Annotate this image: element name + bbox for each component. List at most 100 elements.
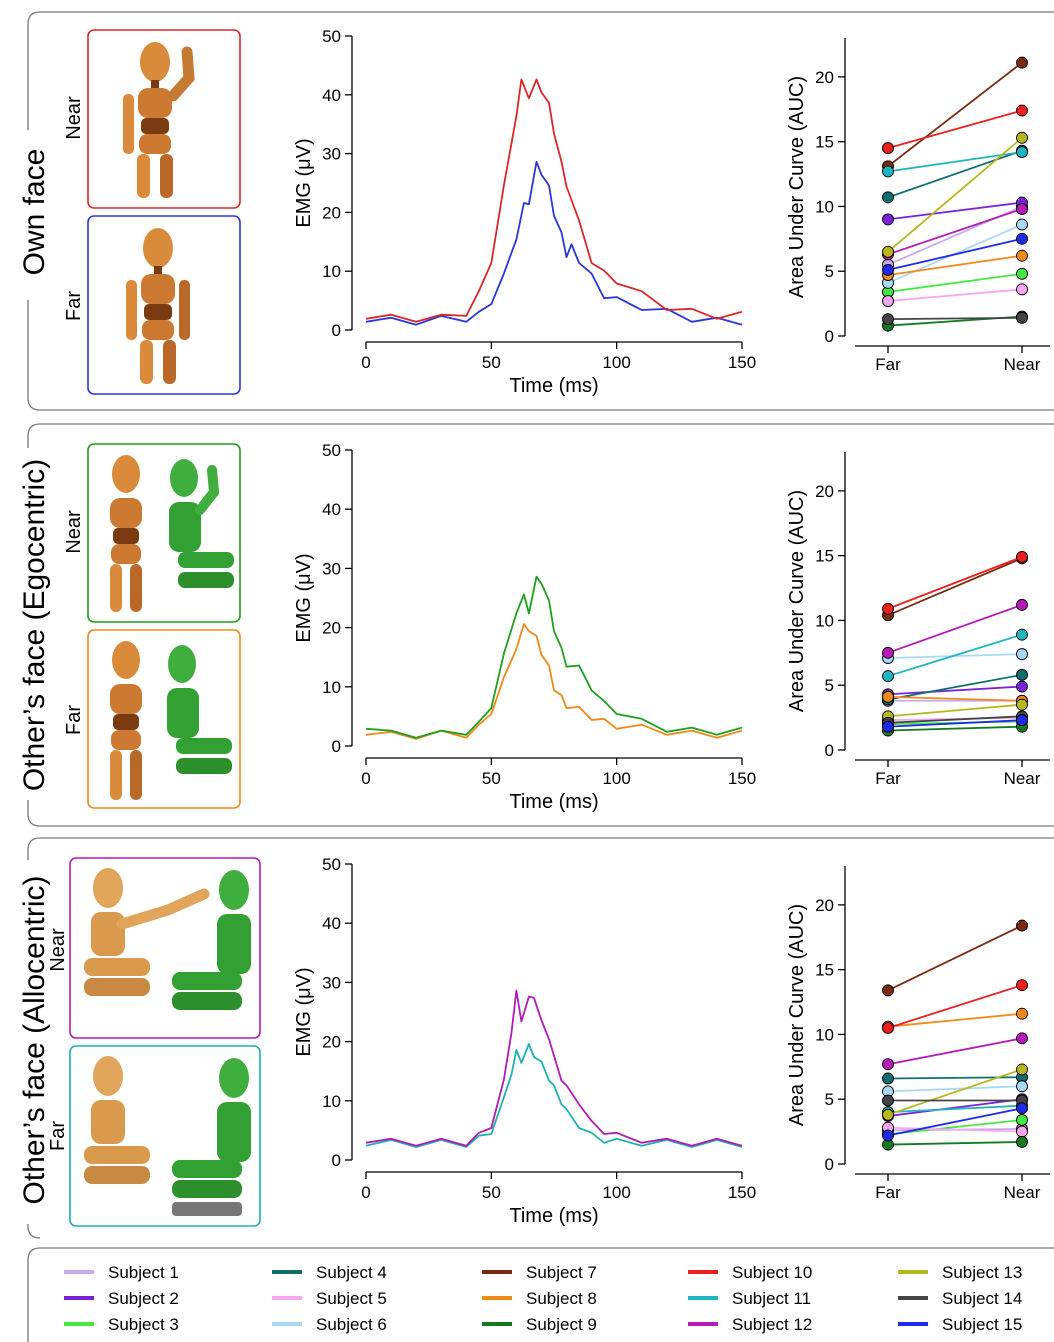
subject-point-near — [1016, 550, 1028, 563]
subject-point-near — [1016, 218, 1028, 231]
x-tick-label: Near — [1004, 355, 1041, 374]
auc-chart: 0 5 10 15 20 Far Near Area Under Curve (AUC) — [786, 452, 1050, 788]
subject-line — [887, 673, 1023, 701]
panel-title: Other’s face (Egocentric) — [18, 459, 51, 791]
subject-line — [887, 984, 1023, 1029]
emg-trace-far — [365, 623, 743, 740]
subject-point-near — [1016, 598, 1028, 611]
legend-frame — [27, 1247, 1054, 1342]
subject-point-far — [882, 165, 894, 178]
y-tick-label: 20 — [322, 1033, 341, 1052]
subject-point-far — [882, 1094, 894, 1107]
y-tick-label: 5 — [825, 676, 834, 695]
y-tick-label: 5 — [825, 262, 834, 281]
legend-label: Subject 2 — [108, 1289, 179, 1308]
subject-point-far — [882, 602, 894, 615]
legend: Subject 1 Subject 2 Subject 3 Subject 4 Subj… — [27, 1247, 1054, 1342]
y-tick-label: 50 — [322, 855, 341, 874]
y-tick-label: 10 — [322, 1092, 341, 1111]
auc-chart: 0 5 10 15 20 Far Near Area Under Curve (AUC) — [786, 866, 1050, 1202]
near-label: Near — [63, 510, 85, 554]
subject-point-near — [1016, 1113, 1028, 1126]
legend-label: Subject 11 — [732, 1289, 811, 1308]
far-label: Far — [63, 705, 85, 735]
subject-point-near — [1016, 311, 1028, 324]
subject-line — [887, 1098, 1023, 1117]
panel-own-face: Own face Near Far 0 — [18, 11, 1054, 411]
subject-line — [887, 1068, 1023, 1116]
y-tick-label: 40 — [322, 500, 341, 519]
legend-label: Subject 10 — [732, 1263, 812, 1282]
legend-label: Subject 9 — [526, 1315, 597, 1334]
x-tick-label: 50 — [482, 353, 501, 372]
x-tick-label: 50 — [482, 1183, 501, 1202]
subject-point-near — [1016, 267, 1028, 280]
subject-line — [887, 151, 1023, 173]
subject-point-far — [882, 245, 894, 258]
emg-chart: 0 10 20 30 40 50 0 50 100 150 Time (ms) EMG (μV) — [293, 27, 756, 397]
subject-point-far — [882, 690, 894, 703]
subject-point-far — [882, 263, 894, 276]
subject-point-near — [1016, 1125, 1028, 1138]
subject-line — [887, 725, 1023, 732]
y-tick-label: 15 — [815, 961, 834, 980]
subject-line — [887, 1037, 1023, 1066]
x-tick-label: 150 — [728, 1183, 756, 1202]
subject-line — [887, 685, 1023, 696]
subject-point-near — [1016, 1032, 1028, 1045]
panel-other-face-allocentric: Other’s face (Allocentric) Near Far — [18, 837, 1054, 1239]
subject-point-near — [1016, 1063, 1028, 1076]
panel-frame — [27, 11, 1054, 411]
subject-point-near — [1016, 131, 1028, 144]
subject-line — [887, 208, 1023, 256]
y-tick-label: 40 — [322, 914, 341, 933]
subject-point-near — [1016, 203, 1028, 215]
legend-label: Subject 13 — [942, 1263, 1022, 1282]
y-tick-label: 40 — [322, 86, 341, 105]
subject-point-far — [882, 213, 894, 226]
y-tick-label: 20 — [815, 68, 834, 87]
subject-line — [887, 1141, 1023, 1146]
x-tick-label: Far — [875, 769, 901, 788]
subject-point-near — [1016, 648, 1028, 661]
subject-point-far — [882, 142, 894, 155]
y-tick-label: 20 — [322, 619, 341, 638]
y-tick-label: 20 — [815, 896, 834, 915]
subject-line — [887, 633, 1023, 678]
mannequin-illustration — [110, 641, 232, 800]
subject-line — [887, 149, 1023, 199]
y-tick-label: 10 — [815, 197, 834, 216]
subject-point-near — [1016, 104, 1028, 117]
legend-label: Subject 3 — [108, 1315, 179, 1334]
subject-line — [887, 719, 1023, 728]
legend-label: Subject 8 — [526, 1289, 597, 1308]
emg-trace-far — [365, 1043, 743, 1148]
subject-line — [887, 109, 1023, 149]
y-tick-label: 0 — [332, 321, 341, 340]
y-axis-label: Area Under Curve (AUC) — [786, 490, 808, 712]
y-tick-label: 30 — [322, 973, 341, 992]
panel-other-face-egocentric: Other’s face (Egocentric) Near Far — [18, 423, 1054, 827]
mannequin-illustration — [110, 455, 234, 612]
subject-line — [887, 924, 1023, 992]
subject-line — [887, 604, 1023, 654]
subject-line — [887, 703, 1023, 718]
subject-point-near — [1016, 232, 1028, 245]
subject-point-far — [882, 646, 894, 659]
subject-line — [887, 137, 1023, 253]
subject-point-near — [1016, 919, 1028, 932]
subject-point-far — [882, 1022, 894, 1034]
far-label: Far — [47, 1121, 69, 1151]
subject-line — [887, 201, 1023, 221]
auc-chart: 0 5 10 15 20 Far Near Area Under Curve (AUC) — [786, 38, 1050, 374]
y-axis-label: EMG (μV) — [293, 138, 315, 227]
panel-title: Other’s face (Allocentric) — [18, 875, 51, 1204]
panel-title: Own face — [18, 149, 51, 276]
x-axis-label: Time (ms) — [509, 791, 598, 813]
legend-label: Subject 12 — [732, 1315, 812, 1334]
subject-line — [887, 1107, 1023, 1137]
panel-frame — [27, 423, 1054, 827]
x-tick-label: Near — [1004, 769, 1041, 788]
y-tick-label: 20 — [322, 203, 341, 222]
